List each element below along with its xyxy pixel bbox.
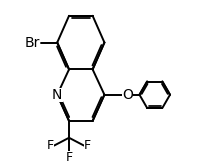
Text: F: F — [65, 151, 72, 164]
Text: N: N — [52, 88, 62, 102]
Text: F: F — [47, 139, 54, 152]
Text: Br: Br — [24, 36, 40, 49]
Text: O: O — [122, 88, 133, 102]
Text: F: F — [84, 139, 91, 152]
